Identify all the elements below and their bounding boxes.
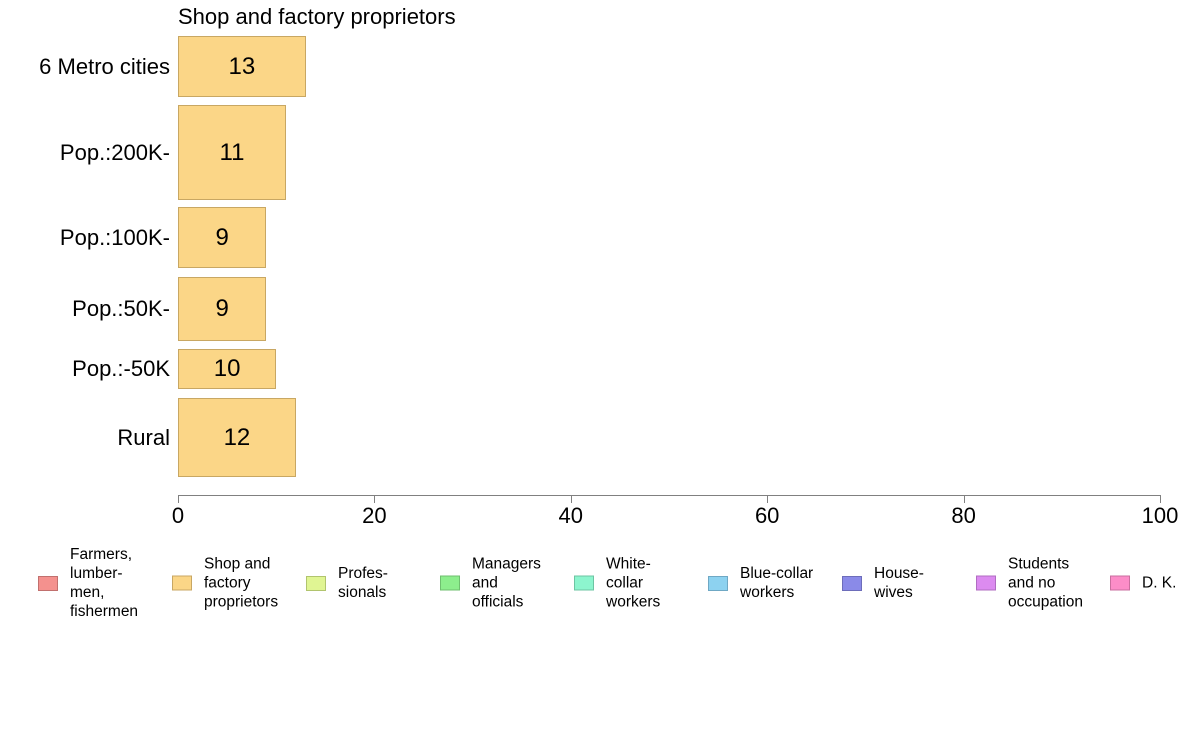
bar-value-label: 12 <box>223 423 251 451</box>
category-label: Pop.:100K- <box>59 224 170 250</box>
legend-label: D. K. <box>1142 574 1177 592</box>
legend-label: Students and no occupation <box>1008 555 1083 611</box>
x-axis-tick-label: 80 <box>951 503 976 528</box>
bar-value-label: 9 <box>215 295 229 322</box>
chart-title: Shop and factory proprietors <box>178 4 456 29</box>
legend-item-students-and-no-occupation: Students and no occupation <box>976 555 1083 612</box>
x-axis-line <box>178 495 1161 496</box>
legend-label: White-collar workers <box>606 555 661 611</box>
bar-value-label: 9 <box>215 223 229 251</box>
legend-swatch-managers-and-officials <box>440 575 460 591</box>
bar-value-label: 10 <box>213 355 241 382</box>
legend-item-professionals: Profes-sionals <box>306 564 388 602</box>
legend-swatch-white-collar-workers <box>574 575 594 591</box>
x-axis-tick-label: 20 <box>362 503 387 528</box>
legend-item-white-collar-workers: White-collar workers <box>574 555 660 612</box>
legend-swatch-students-and-no-occupation <box>976 575 996 591</box>
x-axis-tick-label: 0 <box>171 503 185 528</box>
legend-item-d-k: D. K. <box>1110 574 1176 593</box>
legend-label: Managers and officials <box>472 555 541 611</box>
bar-value-label: 11 <box>219 138 245 166</box>
bar: 9 <box>178 207 267 268</box>
category-label: Pop.:-50K <box>72 356 170 381</box>
legend-swatch-professionals <box>306 575 326 591</box>
legend-item-managers-and-officials: Managers and officials <box>440 555 541 612</box>
x-axis-tick-label: 60 <box>754 503 780 528</box>
bar: 12 <box>178 398 296 477</box>
bar-value-label: 13 <box>228 52 256 80</box>
x-axis-tick <box>374 495 376 503</box>
legend-label: House-wives <box>874 565 924 601</box>
x-axis-tick <box>1160 495 1161 503</box>
bar: 11 <box>178 105 287 200</box>
legend-swatch-blue-collar-workers <box>708 575 728 591</box>
legend-swatch-d-k <box>1110 575 1130 591</box>
category-label: Rural <box>117 424 170 450</box>
category-label: Pop.:50K- <box>72 296 170 321</box>
x-axis-tick <box>178 495 179 503</box>
legend-swatch-shop-and-factory-proprietors <box>172 575 192 591</box>
x-axis-tick-label: 40 <box>558 503 584 528</box>
category-label: Pop.:200K- <box>59 139 170 165</box>
bar: 13 <box>178 36 306 97</box>
x-axis-tick-label: 100 <box>1141 503 1179 528</box>
legend-label: Blue-collar workers <box>740 565 814 601</box>
legend-item-housewives: House-wives <box>842 564 924 602</box>
x-axis-tick <box>570 495 572 503</box>
legend-item-farmers-lumbermen-fishermen: Farmers, lumber-men, fishermen <box>38 545 138 621</box>
bar: 10 <box>178 349 277 389</box>
legend-item-blue-collar-workers: Blue-collar workers <box>708 564 813 602</box>
x-axis-tick <box>963 495 965 503</box>
legend-swatch-farmers-lumbermen-fishermen <box>38 575 58 591</box>
legend-swatch-housewives <box>842 575 862 591</box>
category-label: 6 Metro cities <box>39 53 170 79</box>
legend-label: Shop and factory proprietors <box>204 555 279 611</box>
x-axis-tick <box>767 495 769 503</box>
legend-label: Profes-sionals <box>338 565 388 601</box>
legend-label: Farmers, lumber-men, fishermen <box>70 546 139 620</box>
legend-item-shop-and-factory-proprietors: Shop and factory proprietors <box>172 555 278 612</box>
bar: 9 <box>178 277 267 341</box>
